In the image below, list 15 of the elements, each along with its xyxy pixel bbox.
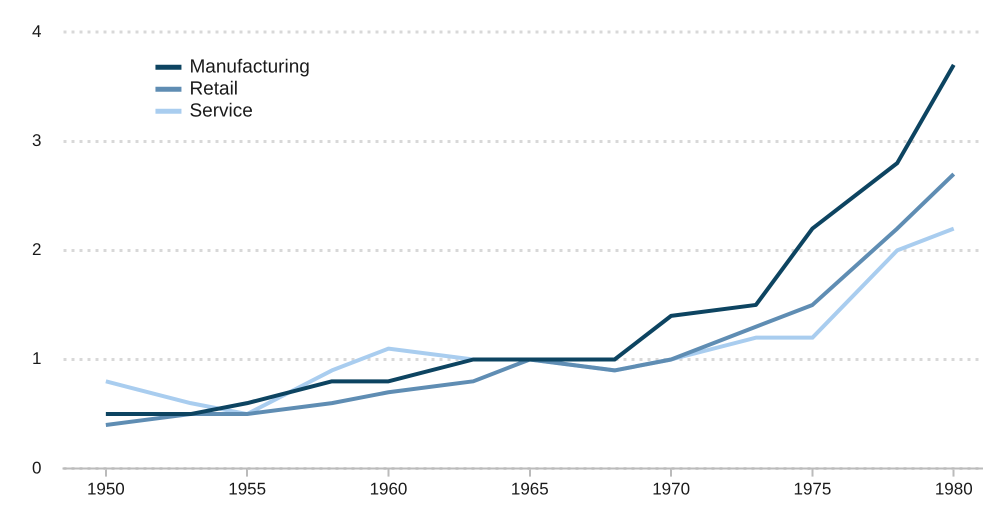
legend-label: Retail — [189, 78, 238, 100]
y-tick-label: 0 — [32, 458, 42, 478]
legend-label: Manufacturing — [189, 56, 310, 78]
y-tick-label: 2 — [32, 240, 42, 260]
x-tick-label: 1955 — [228, 479, 266, 498]
x-tick-label: 1970 — [652, 479, 690, 498]
x-tick-label: 1965 — [510, 479, 549, 498]
y-tick-label: 1 — [32, 349, 42, 368]
legend-label: Service — [189, 100, 253, 122]
x-tick-label: 1950 — [86, 479, 125, 498]
y-tick-label: 4 — [32, 22, 42, 41]
x-tick-label: 1980 — [934, 479, 973, 498]
x-tick-label: 1960 — [370, 479, 408, 498]
y-tick-label: 3 — [32, 130, 42, 150]
x-tick-label: 1975 — [794, 479, 832, 498]
